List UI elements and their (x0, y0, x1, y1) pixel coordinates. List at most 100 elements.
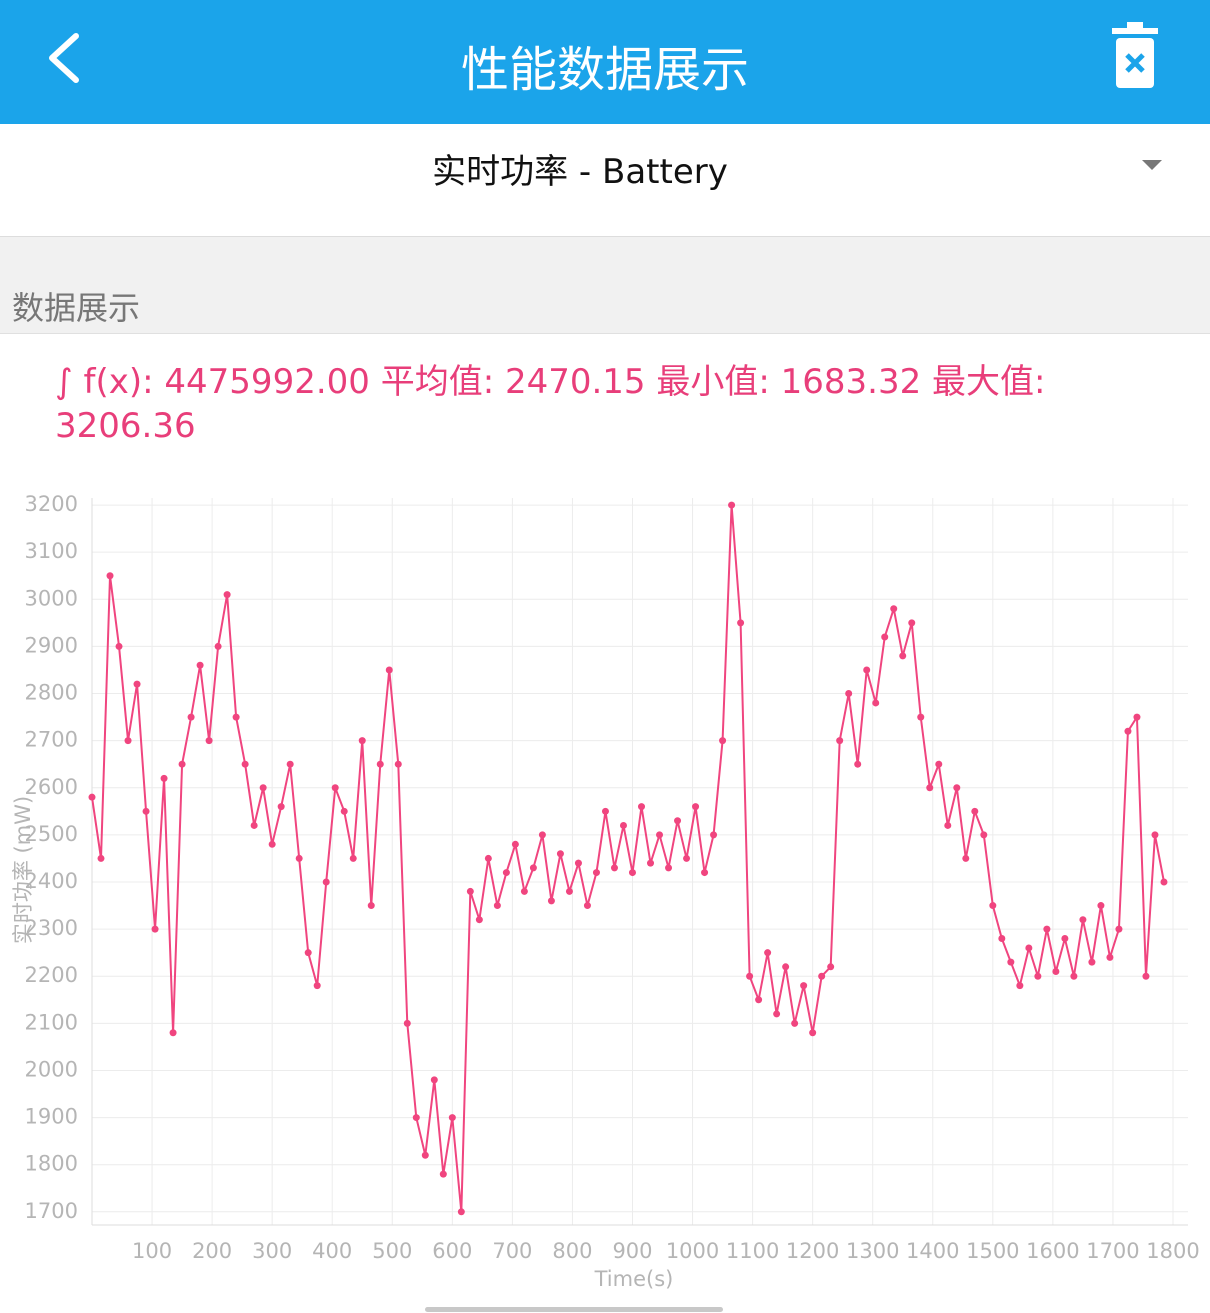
selector-label: 实时功率 - Battery (432, 152, 728, 192)
data-point (890, 605, 898, 613)
data-point (511, 840, 519, 848)
data-point (610, 864, 618, 872)
data-point (692, 803, 700, 811)
data-point (124, 737, 132, 745)
data-point (556, 850, 564, 858)
data-point (1025, 944, 1033, 952)
data-point (538, 831, 546, 839)
data-point (205, 737, 213, 745)
x-tick-label: 1300 (846, 1239, 899, 1263)
data-point (827, 963, 835, 971)
y-tick-label: 2000 (25, 1057, 78, 1081)
data-point (746, 972, 754, 980)
data-point (944, 821, 952, 829)
data-point (773, 1010, 781, 1018)
section: 数据展示 (0, 237, 1210, 334)
data-point (962, 854, 970, 862)
data-point (1106, 953, 1114, 961)
delete-button[interactable] (1112, 22, 1158, 88)
data-point (809, 1029, 817, 1037)
y-tick-label: 3000 (25, 586, 78, 610)
y-tick-label: 3200 (25, 492, 78, 516)
section-title: 数据展示 (12, 289, 141, 327)
data-point (133, 680, 141, 688)
header-icons (49, 22, 1158, 88)
data-point (791, 1019, 799, 1027)
data-point (601, 807, 609, 815)
selector[interactable]: 实时功率 - Battery (0, 124, 1210, 237)
data-point (1151, 831, 1159, 839)
data-point (683, 854, 691, 862)
data-point (142, 807, 150, 815)
x-tick-label: 200 (192, 1239, 232, 1263)
data-point (304, 949, 312, 957)
data-point (520, 887, 528, 895)
header: 性能数据展示 (0, 0, 1210, 124)
data-point (169, 1029, 177, 1037)
data-point (755, 996, 763, 1004)
back-button[interactable] (49, 33, 79, 83)
data-point (926, 784, 934, 792)
y-tick-label: 2700 (25, 728, 78, 752)
x-tick-label: 300 (252, 1239, 292, 1263)
y-tick-label: 2800 (25, 681, 78, 705)
data-point (619, 821, 627, 829)
data-point (628, 869, 636, 877)
data-point (881, 633, 889, 641)
y-tick-label: 3100 (25, 539, 78, 563)
y-axis-label: 实时功率 (mW) (11, 796, 35, 944)
y-tick-label: 1800 (25, 1152, 78, 1176)
y-tick-label: 2900 (25, 633, 78, 657)
data-point (674, 817, 682, 825)
data-point (701, 869, 709, 877)
data-point (1043, 925, 1051, 933)
x-tick-label: 700 (492, 1239, 532, 1263)
data-point (565, 887, 573, 895)
data-point (800, 982, 808, 990)
x-tick-label: 600 (432, 1239, 472, 1263)
y-tick-label: 2300 (25, 916, 78, 940)
data-point (115, 642, 123, 650)
data-point (151, 925, 159, 933)
x-axis-label: Time(s) (594, 1267, 674, 1291)
data-point (340, 807, 348, 815)
data-point (1061, 935, 1069, 943)
y-tick-label: 2500 (25, 822, 78, 846)
data-line (91, 504, 1165, 1212)
data-point (178, 760, 186, 768)
data-point (106, 572, 114, 580)
data-point (1034, 972, 1042, 980)
y-tick-label: 1900 (25, 1105, 78, 1129)
data-point (448, 1114, 456, 1122)
data-point (647, 859, 655, 867)
x-tick-label: 1800 (1146, 1239, 1199, 1263)
data-point (250, 821, 258, 829)
data-point (547, 897, 555, 905)
data-point (196, 661, 204, 669)
y-tick-label: 2600 (25, 775, 78, 799)
data-point (232, 713, 240, 721)
data-point (241, 760, 249, 768)
x-tick-label: 400 (312, 1239, 352, 1263)
chart: Time(s) 实时功率 (mW) 1700 1800 1900 2000 2100 22… (11, 492, 1200, 1291)
data-point (457, 1208, 465, 1216)
data-point (728, 501, 736, 509)
x-tick-label: 1000 (666, 1239, 719, 1263)
x-tick-label: 1500 (966, 1239, 1019, 1263)
y-tick-label: 1700 (25, 1199, 78, 1223)
data-point (502, 869, 510, 877)
data-point (899, 652, 907, 660)
data-point (935, 760, 943, 768)
y-tick-label: 2100 (25, 1010, 78, 1034)
data-point (971, 807, 979, 815)
data-point (295, 854, 303, 862)
data-point (421, 1151, 429, 1159)
data-point (908, 619, 916, 627)
data-point (1142, 972, 1150, 980)
x-tick-label: 1400 (906, 1239, 959, 1263)
data-point (872, 699, 880, 707)
x-tick-label: 1600 (1026, 1239, 1079, 1263)
data-point (953, 784, 961, 792)
data-point (836, 737, 844, 745)
